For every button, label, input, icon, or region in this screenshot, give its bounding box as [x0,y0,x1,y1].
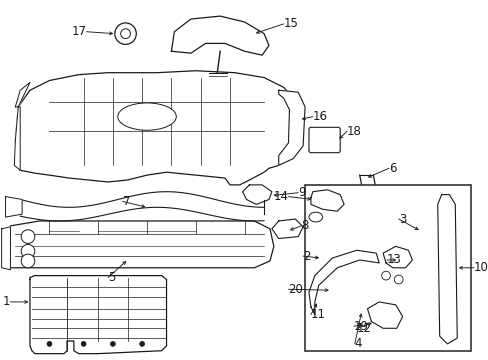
Text: 7: 7 [122,195,130,208]
Text: 8: 8 [301,219,308,232]
Circle shape [110,341,115,346]
Ellipse shape [308,212,322,222]
Polygon shape [308,250,378,315]
Text: 6: 6 [388,162,396,175]
Polygon shape [242,185,271,204]
Text: 4: 4 [354,337,362,350]
Polygon shape [367,302,402,328]
Polygon shape [5,197,22,217]
Text: 1: 1 [3,296,10,309]
Text: 9: 9 [298,186,305,199]
Text: 19: 19 [353,320,368,333]
Circle shape [121,29,130,39]
FancyBboxPatch shape [308,127,340,153]
Text: 17: 17 [71,25,86,38]
Polygon shape [314,231,456,276]
Ellipse shape [118,103,176,130]
Text: 12: 12 [356,322,371,335]
Polygon shape [407,224,453,273]
Text: 20: 20 [288,283,303,296]
Polygon shape [15,71,301,185]
Text: 5: 5 [108,271,115,284]
Circle shape [21,254,35,268]
Circle shape [140,341,144,346]
Text: 11: 11 [310,308,325,321]
Polygon shape [322,283,351,302]
Text: 2: 2 [303,249,310,262]
Text: 15: 15 [283,17,298,30]
Circle shape [393,275,402,284]
Bar [305,185,470,351]
Circle shape [47,341,52,346]
Circle shape [81,341,86,346]
Polygon shape [382,246,411,268]
Polygon shape [278,90,305,165]
Text: 10: 10 [473,261,488,274]
Polygon shape [317,248,344,268]
Polygon shape [171,16,268,55]
Text: 18: 18 [346,125,361,138]
Circle shape [423,240,439,256]
Text: 3: 3 [398,212,405,225]
Polygon shape [437,195,456,344]
Circle shape [21,244,35,258]
Polygon shape [8,221,273,268]
Polygon shape [1,227,10,270]
Polygon shape [353,316,374,330]
Circle shape [115,23,136,44]
Circle shape [381,271,389,280]
Circle shape [21,230,35,243]
Polygon shape [310,190,344,211]
Polygon shape [30,276,166,354]
Text: 13: 13 [386,253,401,266]
Polygon shape [14,82,30,170]
Polygon shape [271,219,303,239]
Text: 16: 16 [312,110,327,123]
Text: 14: 14 [273,190,288,203]
